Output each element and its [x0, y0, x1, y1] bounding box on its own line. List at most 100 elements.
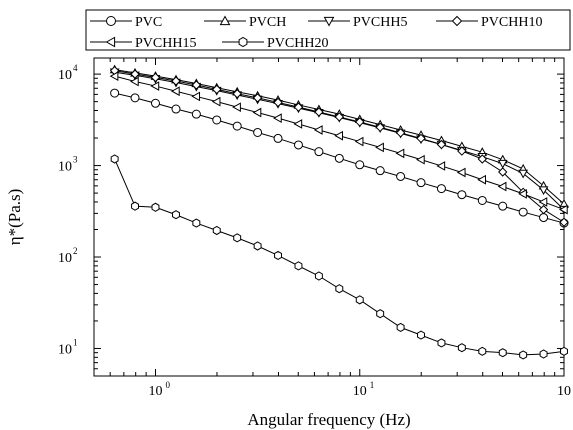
- data-point-pvchh20: [131, 201, 139, 211]
- data-point-pvchh10: [498, 167, 508, 177]
- data-point-pvchh10: [355, 117, 365, 127]
- legend-label-pvchh10: PVCHH10: [481, 15, 542, 30]
- data-point-pvc: [457, 190, 467, 200]
- data-point-pvc: [314, 147, 324, 157]
- legend-item-pvchh10: PVCHH10: [436, 15, 542, 30]
- legend-marker-pvch: [219, 15, 231, 26]
- legend-item-pvc: PVC: [90, 15, 162, 30]
- series-line-pvchh10: [114, 70, 565, 223]
- series-line-pvchh15: [114, 75, 565, 211]
- x-tick-exponent: 1: [370, 380, 375, 390]
- data-point-pvchh20: [151, 202, 160, 212]
- data-point-pvc: [130, 93, 140, 103]
- legend-item-pvchh15: PVCHH15: [90, 36, 196, 51]
- data-point-pvchh15: [293, 119, 303, 129]
- legend-item-pvch: PVCH: [204, 15, 286, 30]
- data-point-pvchh10: [212, 84, 222, 95]
- data-point-pvchh10: [436, 139, 447, 150]
- data-point-pvc: [171, 104, 181, 114]
- data-point-pvc: [498, 201, 508, 211]
- data-point-pvchh15: [170, 86, 180, 97]
- data-point-pvchh20: [396, 322, 405, 332]
- data-point-pvchh15: [354, 136, 364, 147]
- x-tick-label: 10: [353, 384, 367, 399]
- data-point-pvchh15: [558, 204, 568, 215]
- data-point-pvchh20: [417, 330, 425, 340]
- data-point-pvchh20: [233, 233, 242, 243]
- legend-marker-pvchh5: [323, 16, 335, 27]
- data-point-pvchh15: [518, 189, 527, 199]
- data-point-pvchh15: [436, 161, 446, 171]
- data-point-pvchh10: [375, 122, 385, 133]
- data-point-pvc: [212, 115, 222, 125]
- data-point-pvc: [110, 88, 120, 98]
- legend-box: [85, 9, 571, 51]
- data-point-pvchh20: [355, 295, 364, 305]
- data-point-pvchh20: [335, 284, 344, 294]
- data-point-pvchh10: [395, 128, 406, 138]
- data-point-pvc: [355, 160, 365, 170]
- x-axis-ticks: 100101102: [93, 58, 571, 399]
- data-point-pvc: [416, 178, 426, 188]
- data-point-pvchh15: [191, 91, 201, 102]
- data-point-pvc: [293, 140, 303, 150]
- data-point-pvchh20: [498, 348, 507, 358]
- legend-label-pvchh5: PVCHH5: [353, 15, 407, 30]
- data-point-pvchh20: [457, 343, 466, 353]
- data-point-pvchh15: [273, 113, 282, 123]
- y-axis-label: η*(Pa.s): [5, 189, 24, 246]
- data-point-pvchh15: [252, 107, 262, 118]
- data-point-pvchh15: [334, 130, 344, 141]
- y-tick-exponent: 3: [73, 155, 78, 165]
- data-point-pvc: [477, 195, 487, 205]
- data-point-pvchh10: [538, 204, 549, 215]
- data-point-pvchh5: [497, 159, 508, 169]
- data-point-pvchh15: [313, 125, 323, 135]
- data-point-pvchh10: [559, 217, 569, 227]
- data-point-pvc: [253, 127, 263, 137]
- data-point-pvchh20: [212, 225, 221, 236]
- data-point-pvc: [191, 109, 201, 119]
- data-point-pvchh20: [560, 346, 568, 356]
- data-point-pvchh10: [252, 93, 263, 103]
- data-point-pvchh15: [538, 197, 548, 207]
- data-point-pvchh10: [314, 107, 324, 117]
- y-tick-label: 10: [58, 160, 72, 175]
- data-point-pvchh15: [395, 148, 405, 159]
- legend-label-pvchh15: PVCHH15: [135, 36, 196, 51]
- legend-item-pvchh20: PVCHH20: [222, 36, 328, 51]
- y-tick-label: 10: [58, 68, 72, 83]
- data-point-pvchh20: [519, 350, 528, 360]
- legend: PVC PVCH PVCHH5 PVCHH10 PVCHH15 PVCHH20: [85, 9, 571, 51]
- data-point-pvchh10: [477, 154, 488, 164]
- legend-marker-pvchh10: [451, 15, 463, 27]
- series-line-pvchh20: [114, 158, 565, 356]
- data-point-pvchh10: [150, 72, 161, 83]
- series-pvchh15: [109, 71, 568, 215]
- data-point-pvchh15: [150, 81, 160, 91]
- x-tick-label: 10: [557, 384, 571, 399]
- data-point-pvchh20: [192, 218, 201, 228]
- data-point-pvchh10: [273, 97, 283, 108]
- series-pvchh10: [109, 65, 569, 227]
- legend-marker-pvchh15: [105, 36, 116, 48]
- data-point-pvchh15: [129, 76, 139, 87]
- plot-frame: [93, 57, 565, 377]
- y-tick-exponent: 4: [73, 63, 78, 73]
- data-point-pvc: [375, 166, 385, 176]
- legend-item-pvchh5: PVCHH5: [308, 15, 407, 30]
- y-tick-label: 10: [58, 251, 72, 266]
- legend-items: PVC PVCH PVCHH5 PVCHH10 PVCHH15 PVCHH20: [90, 15, 542, 51]
- data-point-pvchh5: [518, 169, 529, 179]
- data-point-pvchh15: [375, 142, 384, 153]
- data-point-pvc: [232, 121, 242, 131]
- legend-marker-pvchh20: [238, 36, 248, 48]
- data-point-pvchh15: [477, 174, 486, 185]
- data-point-pvchh10: [130, 69, 140, 79]
- data-point-pvchh15: [497, 181, 507, 192]
- y-tick-exponent: 2: [73, 246, 78, 256]
- data-point-pvc: [436, 184, 446, 194]
- data-point-pvchh10: [416, 133, 426, 144]
